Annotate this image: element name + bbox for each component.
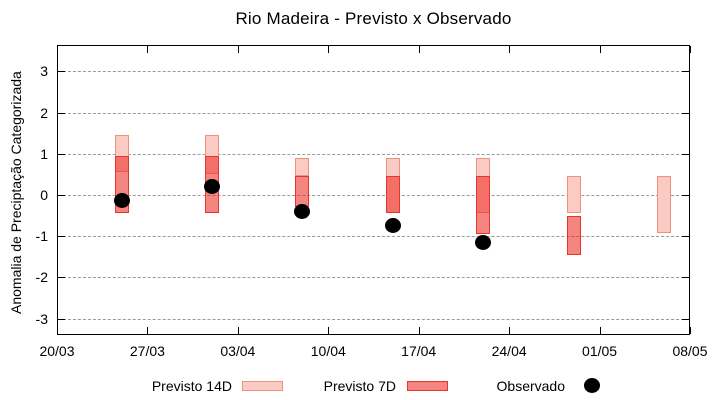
x-tick-mark-bottom [237, 327, 239, 334]
legend-observado-dot-icon [584, 378, 600, 393]
x-tick-label: 08/05 [672, 343, 708, 359]
previsto-14d-box [295, 157, 310, 177]
y-tick-mark-left [58, 195, 65, 196]
x-tick-mark-bottom [57, 327, 58, 334]
legend-label-previsto-7d: Previsto 7D [323, 378, 396, 394]
x-tick-label: 03/04 [220, 343, 256, 359]
previsto-14d-box [657, 176, 672, 234]
y-tick-mark-left [58, 112, 65, 114]
y-tick-mark-right [682, 112, 689, 114]
chart-title: Rio Madeira - Previsto x Observado [235, 9, 512, 28]
grid-line [58, 236, 689, 238]
y-tick-mark-right [682, 318, 689, 320]
y-tick-label: -3 [35, 310, 48, 327]
y-tick-mark-left [58, 236, 65, 238]
previsto-7d-box [476, 176, 491, 235]
x-tick-label: 20/03 [39, 343, 75, 359]
grid-line [58, 153, 689, 155]
y-tick-mark-left [58, 318, 65, 320]
y-tick-label: -1 [35, 228, 48, 245]
y-tick-mark-right [682, 153, 689, 155]
previsto-7d-box [566, 216, 581, 255]
y-tick-mark-left [58, 153, 65, 155]
x-tick-mark-bottom [328, 327, 330, 334]
y-tick-label: 1 [40, 145, 48, 162]
x-tick-mark-bottom [418, 327, 420, 334]
x-tick-label: 10/04 [310, 343, 346, 359]
x-tick-mark-bottom [147, 327, 149, 334]
observado-dot [294, 203, 311, 219]
x-tick-label: 27/03 [129, 343, 165, 359]
x-tick-mark-top [690, 46, 691, 53]
previsto-7d-box [295, 176, 310, 208]
x-tick-mark-top [509, 46, 511, 53]
plot-area [57, 45, 690, 335]
y-tick-mark-right [682, 236, 689, 238]
observado-dot [475, 235, 492, 251]
grid-line [58, 112, 689, 114]
x-tick-mark-top [57, 46, 58, 53]
x-tick-mark-bottom [509, 327, 511, 334]
x-tick-mark-top [237, 46, 239, 53]
y-tick-label: -2 [35, 269, 48, 286]
legend-swatch-previsto-14d [242, 381, 283, 391]
x-tick-label: 17/04 [401, 343, 437, 359]
x-tick-mark-bottom [690, 327, 691, 334]
grid-line [58, 318, 689, 320]
x-tick-mark-bottom [599, 327, 601, 334]
y-tick-mark-left [58, 277, 65, 279]
observado-dot [113, 192, 130, 208]
previsto-14d-box [566, 176, 581, 213]
x-tick-label: 24/04 [491, 343, 527, 359]
grid-line [58, 195, 689, 196]
y-tick-mark-right [682, 277, 689, 279]
y-tick-mark-left [58, 71, 65, 73]
y-tick-label: 0 [40, 187, 48, 203]
y-tick-mark-right [682, 195, 689, 196]
x-tick-mark-top [147, 46, 149, 53]
x-tick-mark-top [599, 46, 601, 53]
x-tick-label: 01/05 [582, 343, 618, 359]
grid-line [58, 277, 689, 279]
legend-swatch-previsto-7d [407, 381, 448, 391]
grid-line [58, 71, 689, 73]
observado-dot [204, 178, 221, 194]
y-tick-label: 3 [40, 63, 48, 80]
observado-dot [384, 217, 401, 233]
x-tick-mark-top [328, 46, 330, 53]
y-tick-label: 2 [40, 104, 48, 121]
legend-label-observado: Observado [496, 378, 565, 394]
y-tick-mark-right [682, 71, 689, 73]
previsto-7d-box [385, 176, 400, 213]
x-tick-mark-top [418, 46, 420, 53]
legend-label-previsto-14d: Previsto 14D [151, 378, 232, 394]
